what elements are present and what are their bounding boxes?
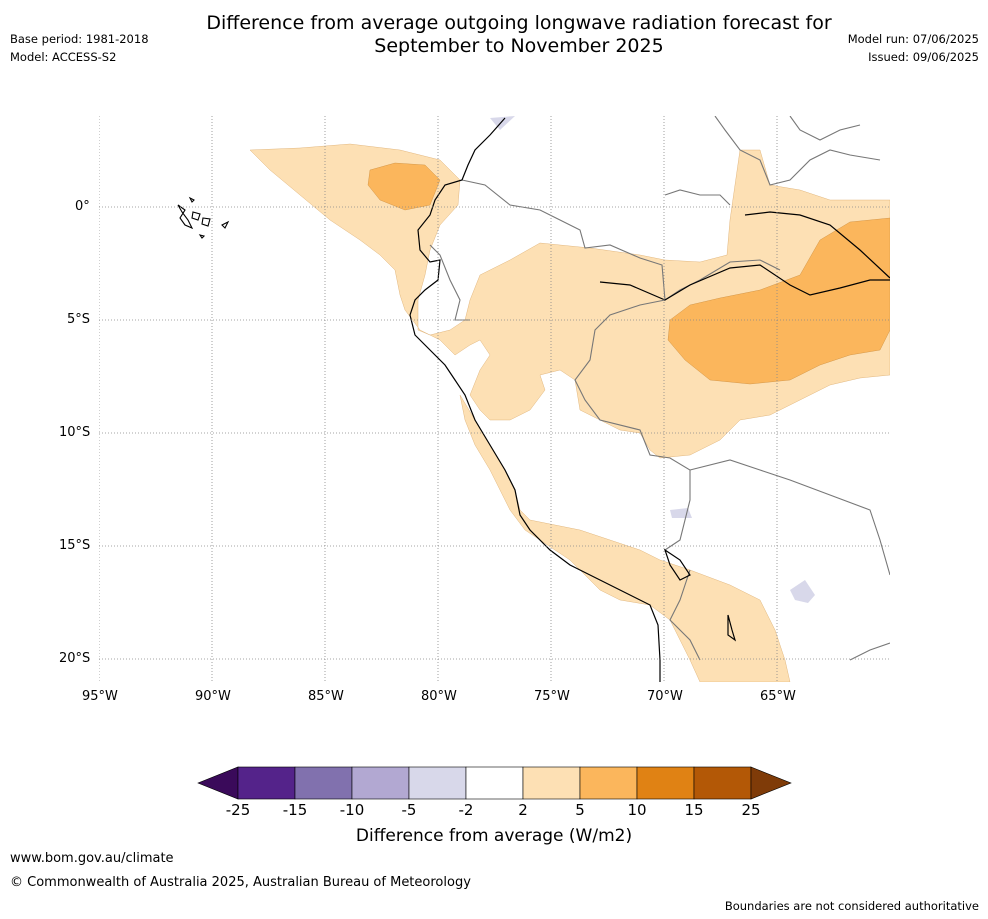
footer-url: www.bom.gov.au/climate (10, 851, 174, 866)
lat-label-0: 0° (75, 199, 90, 214)
meta-right: Model run: 07/06/2025 Issued: 09/06/2025 (848, 30, 979, 66)
anomaly-region-moderate-ocean (367, 162, 441, 211)
anomaly-region-negative-3 (790, 580, 815, 603)
colorbar-extend-high (750, 766, 792, 800)
model-run: Model run: 07/06/2025 (847, 32, 979, 46)
lon-label-95w: 95°W (82, 689, 118, 704)
colorbar-bin-3 (351, 766, 410, 800)
anomaly-region-negative-1 (490, 116, 515, 130)
colorbar-bin-2 (294, 766, 353, 800)
country-boundaries (429, 116, 890, 661)
lon-label-85w: 85°W (308, 689, 344, 704)
lon-label-90w: 90°W (195, 689, 231, 704)
coastline (409, 117, 890, 682)
colorbar-tick: -15 (282, 801, 308, 819)
title-line-2: September to November 2025 (374, 35, 664, 57)
lon-label-65w: 65°W (760, 689, 796, 704)
galapagos-islands (177, 196, 230, 239)
base-period: Base period: 1981-2018 (10, 32, 149, 46)
meta-left: Base period: 1981-2018 Model: ACCESS-S2 (10, 30, 149, 66)
colorbar-tick: 10 (627, 801, 647, 819)
colorbar-tick: -2 (458, 801, 474, 819)
anomaly-region-negative-2 (670, 508, 692, 518)
lat-label-5s: 5°S (67, 312, 91, 327)
colorbar-bin-4 (408, 766, 467, 800)
anomaly-region-moderate-amazon (667, 217, 890, 385)
colorbar-tick: -5 (401, 801, 417, 819)
colorbar-bin-9 (693, 766, 752, 800)
colorbar-tick: 5 (575, 801, 585, 819)
colorbar (197, 766, 792, 800)
lon-label-70w: 70°W (647, 689, 683, 704)
anomaly-region-light-coast (459, 394, 791, 682)
chart-title: Difference from average outgoing longwav… (0, 12, 988, 58)
map-area (99, 116, 890, 682)
gridlines (99, 116, 890, 682)
model-name: Model: ACCESS-S2 (10, 50, 117, 64)
colorbar-extend-low (197, 766, 239, 800)
lat-label-20s: 20°S (59, 651, 91, 666)
colorbar-tick: -25 (225, 801, 251, 819)
colorbar-bin-7 (579, 766, 638, 800)
lon-label-75w: 75°W (534, 689, 570, 704)
issued-date: Issued: 09/06/2025 (868, 50, 979, 64)
lat-label-10s: 10°S (59, 425, 91, 440)
title-line-1: Difference from average outgoing longwav… (206, 12, 832, 34)
colorbar-label: Difference from average (W/m2) (355, 826, 633, 846)
lon-label-80w: 80°W (421, 689, 457, 704)
footer-copyright: © Commonwealth of Australia 2025, Austra… (10, 875, 471, 890)
colorbar-tick: -10 (339, 801, 365, 819)
colorbar-tick: 2 (518, 801, 528, 819)
footer-note: Boundaries are not considered authoritat… (724, 899, 979, 913)
colorbar-bin-1 (237, 766, 296, 800)
colorbar-bin-5 (465, 766, 524, 800)
colorbar-bin-8 (636, 766, 695, 800)
lat-label-15s: 15°S (59, 538, 91, 553)
colorbar-tick: 25 (741, 801, 761, 819)
colorbar-bin-6 (522, 766, 581, 800)
colorbar-tick: 15 (684, 801, 704, 819)
